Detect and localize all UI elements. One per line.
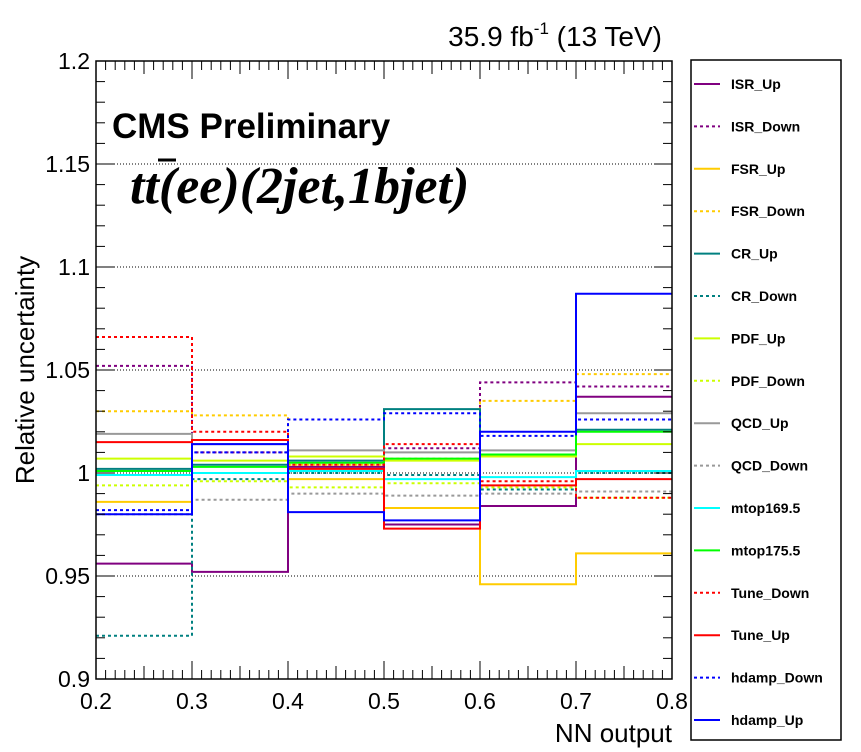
lumi-label: 35.9 fb-1 (13 TeV) xyxy=(448,19,662,52)
legend-label: QCD_Down xyxy=(731,458,808,474)
legend-label: hdamp_Up xyxy=(731,712,803,728)
legend-label: ISR_Up xyxy=(731,76,781,92)
y-tick-label: 1.05 xyxy=(45,357,90,383)
legend-label: FSR_Down xyxy=(731,203,805,219)
legend-label: mtop175.5 xyxy=(731,542,800,558)
channel-text: (ee)(2jet,1bjet) xyxy=(159,158,469,215)
legend-label: CR_Up xyxy=(731,246,778,262)
legend-label: QCD_Up xyxy=(731,415,789,431)
legend-label: FSR_Up xyxy=(731,161,785,177)
x-tick-label: 0.4 xyxy=(272,688,304,714)
y-tick-label: 0.95 xyxy=(45,563,90,589)
legend-label: Tune_Up xyxy=(731,627,790,643)
y-tick-label: 1.15 xyxy=(45,151,90,177)
x-axis-title: NN output xyxy=(555,718,673,748)
y-tick-label: 0.9 xyxy=(58,666,90,692)
x-tick-label: 0.5 xyxy=(368,688,400,714)
axis-ticks xyxy=(95,60,673,680)
legend-label: Tune_Down xyxy=(731,585,809,601)
x-tick-label: 0.6 xyxy=(464,688,496,714)
x-tick-label: 0.2 xyxy=(80,688,112,714)
series-tune-up xyxy=(96,439,672,530)
legend-label: mtop169.5 xyxy=(731,500,800,516)
channel-label: tt(ee)(2jet,1bjet) xyxy=(130,158,469,215)
y-tick-label: 1.2 xyxy=(58,48,90,74)
legend-label: CR_Down xyxy=(731,288,797,304)
legend-label: hdamp_Down xyxy=(731,670,823,686)
legend-label: PDF_Up xyxy=(731,330,785,346)
x-tick-label: 0.8 xyxy=(656,688,688,714)
experiment-label: CMS Preliminary xyxy=(112,107,391,146)
x-tick-label: 0.7 xyxy=(560,688,592,714)
tick-labels: 0.2 0.3 0.4 0.5 0.6 0.7 0.8 0.9 0.95 1 1.05 1.1 1.15… xyxy=(45,48,688,714)
y-tick-label: 1 xyxy=(77,460,90,486)
y-axis-title: Relative uncertainty xyxy=(10,256,40,484)
x-tick-label: 0.3 xyxy=(176,688,208,714)
series-layer xyxy=(96,292,672,637)
svg-text:tt(ee)(2jet,1bjet): tt(ee)(2jet,1bjet) xyxy=(130,158,469,215)
series-hdamp-up xyxy=(96,292,672,522)
y-tick-label: 1.1 xyxy=(58,254,90,280)
legend-label: PDF_Down xyxy=(731,373,805,389)
legend-box xyxy=(690,59,842,741)
legend-label: ISR_Down xyxy=(731,118,800,134)
legend: ISR_Up ISR_Down FSR_Up FSR_Down CR_Up CR_Down… xyxy=(694,76,823,728)
channel-prefix: tt xyxy=(130,158,160,215)
